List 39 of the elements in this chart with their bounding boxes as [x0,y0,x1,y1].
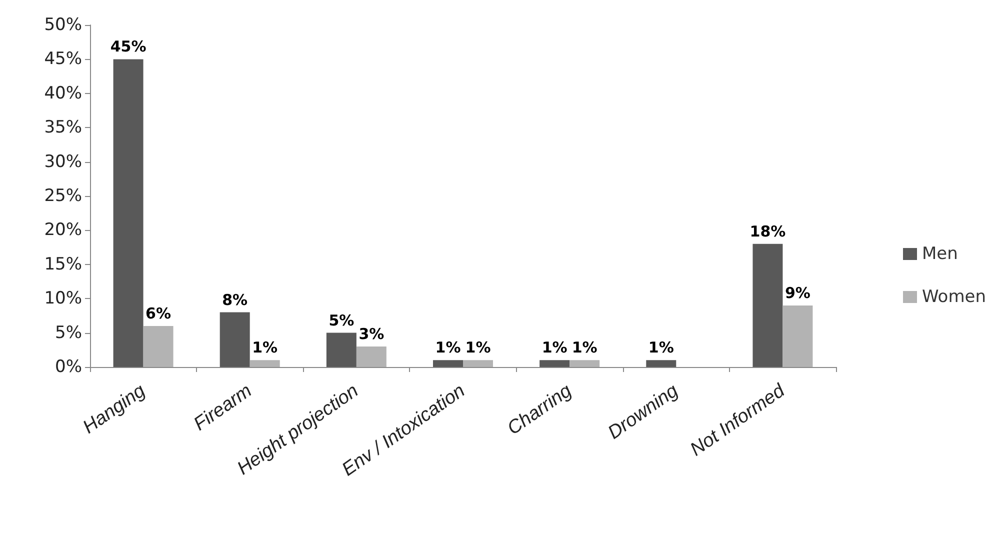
bar [752,244,783,367]
bar [356,346,386,367]
bar [113,59,144,367]
legend-label: Men [922,244,958,264]
bar [463,360,493,367]
bar [540,360,570,367]
data-label: 5% [328,311,354,330]
bar [646,360,676,367]
data-label: 9% [784,284,810,302]
bar [250,360,280,367]
legend-label: Women [922,287,986,307]
data-label: 1% [542,338,568,357]
data-label: 1% [252,338,278,357]
y-tick-label: 35% [44,118,82,138]
y-tick-label: 10% [44,288,82,309]
y-tick-label: 30% [44,152,82,172]
y-tick-label: 20% [44,220,82,240]
data-label: 45% [110,38,146,56]
y-tick-label: 40% [44,83,82,104]
data-label: 3% [358,324,384,343]
data-label: 6% [146,304,172,322]
data-label: 1% [435,338,461,357]
y-tick-label: 0% [55,357,82,377]
bar [570,360,600,367]
y-tick-label: 45% [44,49,82,70]
bar [220,312,250,367]
data-label: 1% [572,338,598,357]
y-tick-label: 15% [44,254,82,274]
y-tick-label: 25% [44,186,82,206]
bar [782,305,813,367]
y-tick-label: 5% [55,322,82,343]
data-label: 1% [465,338,491,357]
bar [143,326,174,367]
bar [326,332,356,367]
y-tick-label: 50% [44,15,82,35]
bar [433,360,463,367]
data-label: 1% [648,338,674,357]
data-label: 18% [750,222,786,240]
data-label: 8% [222,290,248,309]
